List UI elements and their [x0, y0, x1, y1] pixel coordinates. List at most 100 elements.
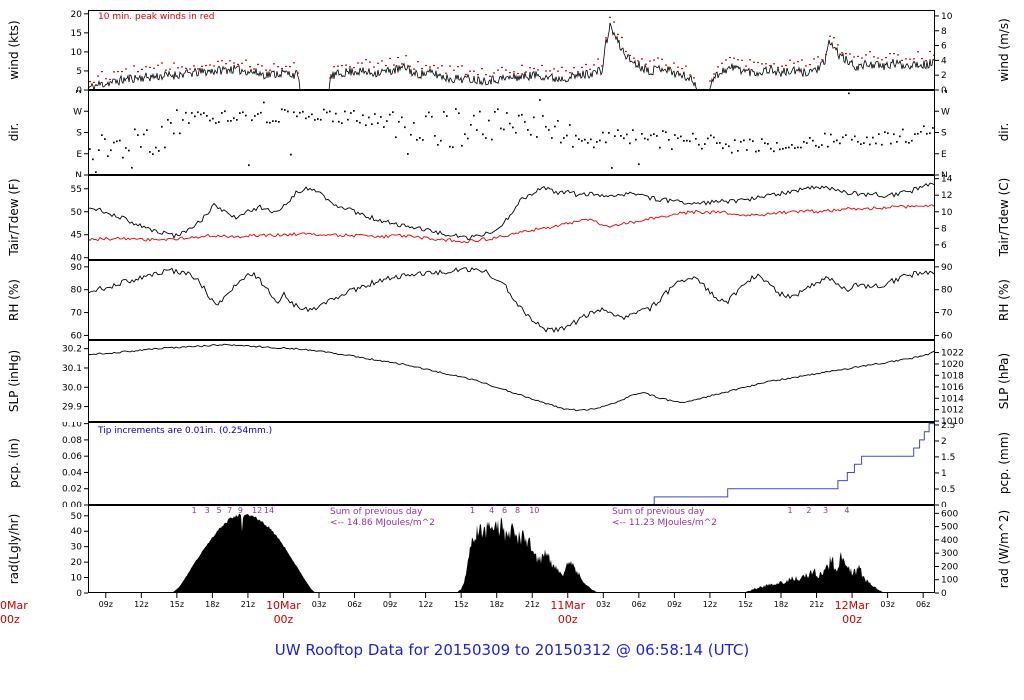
wind-peak-mark: [717, 66, 719, 68]
wind-peak-mark: [693, 77, 695, 79]
wind-dir-point: [779, 148, 781, 151]
wind-peak-mark: [573, 67, 575, 69]
wind-dir-point: [155, 146, 157, 149]
y-tick-label: 400: [941, 536, 958, 546]
wind-dir-point: [896, 141, 898, 143]
wind-peak-mark: [857, 55, 859, 57]
wind-dir-point: [167, 119, 169, 121]
wind-dir-point: [104, 138, 106, 140]
wind-dir-point: [713, 136, 715, 139]
wind-dir-point: [290, 153, 292, 156]
wind-dir-point: [668, 139, 670, 141]
y-tick-label: 30.0: [62, 383, 82, 393]
x-hour-label: 09z: [98, 600, 113, 609]
wind-dir-point: [452, 146, 454, 149]
panel-temp: 40 45 50 55 6 8 10 12 14: [71, 175, 953, 262]
wind-peak-mark: [781, 65, 783, 67]
wind-peak-mark: [477, 74, 479, 76]
wind-dir-point: [461, 144, 463, 147]
wind-peak-mark: [253, 68, 255, 70]
wind-dir-point: [902, 128, 904, 131]
x-hour-label: 12z: [134, 600, 149, 609]
wind-peak-mark: [681, 68, 683, 70]
wind-dir-point: [158, 150, 160, 152]
wind-dir-point: [710, 134, 712, 137]
wind-dir-point: [545, 125, 547, 128]
wind-peak-mark: [353, 67, 355, 69]
wind-dir-point: [416, 139, 418, 141]
y-tick-label: 200: [941, 562, 958, 572]
wind-dir-point: [848, 92, 850, 95]
ylabel-wind-left: wind (kts): [7, 20, 21, 80]
wind-dir-point: [653, 133, 655, 135]
rad-hour-marker: 1: [787, 506, 793, 515]
wind-peak-mark: [341, 65, 343, 67]
wind-peak-mark: [189, 68, 191, 70]
wind-peak-mark: [669, 67, 671, 69]
wind-dir-point: [107, 155, 109, 157]
wind-peak-mark: [105, 78, 107, 80]
wind-dir-point: [149, 151, 151, 153]
wind-dir-point: [242, 111, 244, 114]
panel-border: [88, 505, 935, 593]
wind-peak-mark: [657, 57, 659, 59]
wind-dir-point: [812, 139, 814, 142]
rad-sum-day1-line1: Sum of previous day: [330, 507, 423, 517]
wind-dir-point: [377, 122, 379, 124]
wind-dir-point: [887, 132, 889, 135]
wind-peak-mark: [129, 74, 131, 76]
wind-peak-mark: [629, 54, 631, 56]
wind-peak-mark: [397, 56, 399, 59]
wind-peak-mark: [789, 59, 791, 61]
rad-sum-day1-line2: <-- 14.86 MJoules/m^2: [330, 518, 435, 528]
wind-dir-point: [431, 115, 433, 118]
wind-dir-point: [908, 142, 910, 144]
wind-dir-point: [626, 133, 628, 136]
y-tick-label: 6: [941, 42, 947, 52]
wind-dir-point: [212, 117, 214, 120]
wind-dir-point: [350, 112, 352, 114]
wind-dir-point: [707, 137, 709, 140]
wind-peak-mark: [433, 64, 435, 67]
wind-dir-point: [413, 122, 415, 124]
wind-dir-point: [173, 132, 175, 135]
wind-peak-mark: [109, 78, 111, 81]
wind-peak-mark: [565, 70, 567, 72]
wind-dir-point: [884, 131, 886, 133]
wind-dir-point: [890, 142, 892, 145]
wind-dir-point: [632, 129, 634, 131]
wind-peak-mark: [913, 58, 915, 60]
wind-dir-point: [227, 120, 229, 122]
wind-peak-mark: [469, 70, 471, 72]
wind-dir-point: [437, 144, 439, 146]
wind-dir-point: [203, 112, 205, 114]
wind-dir-point: [737, 150, 739, 152]
wind-dir-point: [116, 140, 118, 143]
wind-dir-point: [314, 119, 316, 121]
wind-peak-mark: [761, 63, 763, 65]
wind-peak-mark: [529, 67, 531, 69]
wind-dir-point: [476, 129, 478, 131]
x-edge-date-label: 0Mar: [0, 599, 28, 612]
wind-dir-point: [881, 143, 883, 146]
wind-dir-point: [500, 127, 502, 130]
wind-dir-point: [704, 143, 706, 145]
ylabel-rh-left: RH (%): [7, 279, 21, 321]
wind-dir-point: [725, 143, 727, 146]
wind-peak-mark: [413, 68, 415, 70]
wind-peak-mark: [513, 71, 515, 73]
wind-dir-point: [827, 145, 829, 148]
wind-dir-point: [683, 140, 685, 142]
wind-dir-point: [233, 117, 235, 120]
wind-dir-point: [341, 122, 343, 124]
wind-dir-point: [728, 145, 730, 148]
y-tick-label: 20: [71, 10, 83, 20]
wind-peak-mark: [557, 70, 559, 72]
wind-dir-point: [392, 111, 394, 113]
wind-dir-point: [659, 146, 661, 149]
rad-hour-marker: 3: [204, 506, 210, 515]
wind-peak-mark: [257, 63, 259, 65]
ylabel-dir-right: dir.: [997, 122, 1011, 142]
wind-dir-point: [911, 139, 913, 142]
wind-peak-mark: [453, 69, 455, 71]
